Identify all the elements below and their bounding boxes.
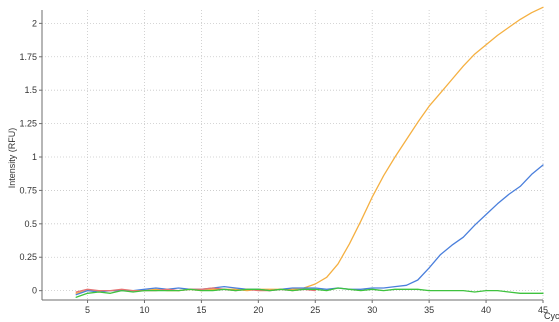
y-tick-label: 0.25 — [19, 252, 37, 262]
y-tick-label: 0 — [32, 286, 37, 296]
axes-layer — [39, 10, 543, 303]
series-line-2 — [76, 165, 543, 295]
series-layer — [76, 7, 543, 297]
x-axis-label: Cycle — [544, 311, 559, 321]
y-tick-label: 0.75 — [19, 185, 37, 195]
series-line-1 — [76, 7, 543, 293]
x-tick-label: 10 — [139, 305, 149, 315]
x-tick-label: 25 — [310, 305, 320, 315]
x-tick-label: 30 — [367, 305, 377, 315]
y-axis-label: Intensity (RFU) — [7, 128, 17, 189]
labels-layer: 5 10 15 20 25 30 35 40 4500.250.50.7511.251.51.7… — [19, 18, 548, 315]
y-tick-label: 0.5 — [24, 219, 37, 229]
x-tick-label: 15 — [196, 305, 206, 315]
y-tick-label: 1.75 — [19, 52, 37, 62]
x-tick-label: 35 — [424, 305, 434, 315]
y-tick-label: 1 — [32, 152, 37, 162]
x-tick-label: 5 — [85, 305, 90, 315]
y-tick-label: 1.25 — [19, 119, 37, 129]
y-tick-label: 1.5 — [24, 85, 37, 95]
x-tick-label: 20 — [253, 305, 263, 315]
x-tick-label: 40 — [481, 305, 491, 315]
y-tick-label: 2 — [32, 18, 37, 28]
grid-layer — [42, 10, 543, 300]
